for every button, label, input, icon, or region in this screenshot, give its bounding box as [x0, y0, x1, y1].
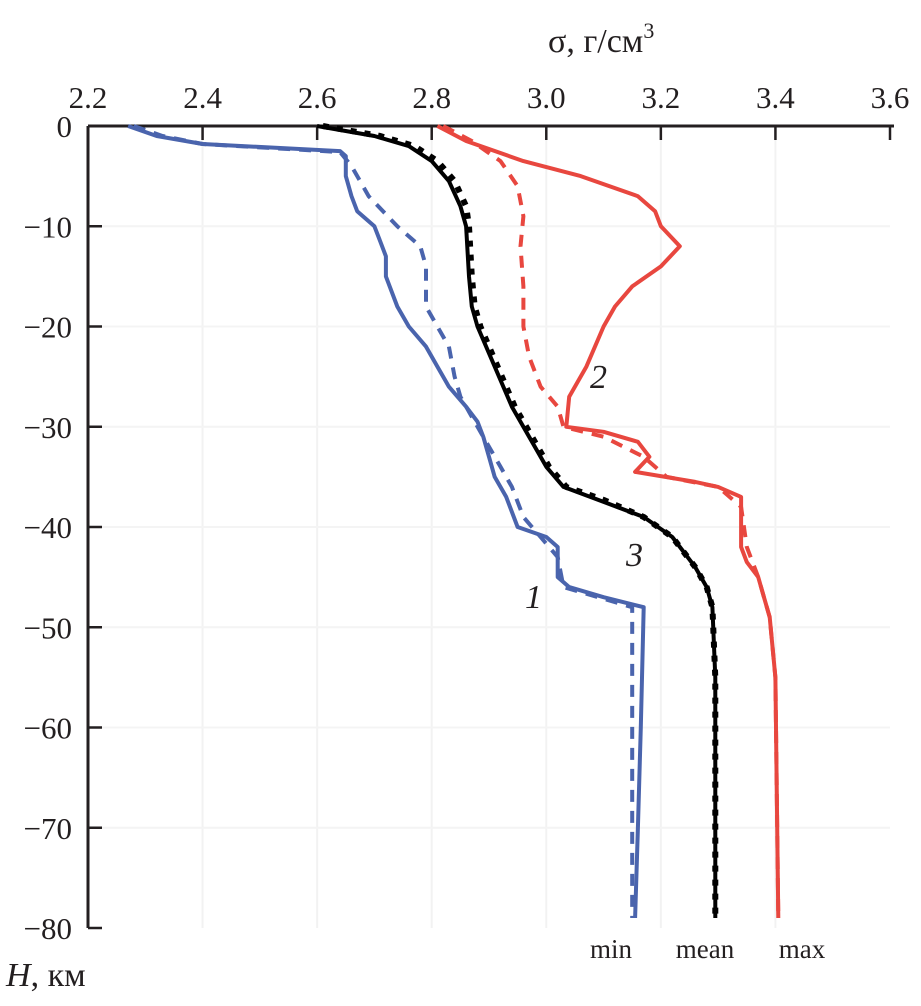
bottom-label-mean: mean — [676, 934, 735, 964]
y-tick-label: 0 — [57, 109, 73, 144]
y-tick-label: −20 — [24, 310, 72, 345]
x-tick-label: 3.4 — [756, 80, 795, 115]
curve-label-2: 2 — [590, 359, 607, 396]
bottom-label-min: min — [590, 934, 633, 964]
series-max-dashed — [442, 124, 781, 919]
axes: 2.2 2.4 2.6 2.8 3.0 3.2 3.4 3.6 0 −10 −20 −30 −40 −50… — [24, 80, 910, 946]
curve-label-1: 1 — [525, 579, 542, 616]
labels-layer: σ, г/см3 H, км 1 2 3 min mean max — [5, 18, 826, 994]
bottom-label-max: max — [779, 934, 826, 964]
y-tick-label: −80 — [24, 911, 72, 946]
x-tick-label: 3.0 — [527, 80, 566, 115]
curve-label-3: 3 — [625, 537, 643, 574]
y-tick-label: −70 — [24, 811, 72, 846]
x-axis-title: σ, г/см3 — [548, 18, 654, 60]
y-tick-label: −10 — [24, 209, 72, 244]
series-min-solid — [127, 124, 646, 919]
y-tick-label: −30 — [24, 410, 72, 445]
series-max-solid — [436, 124, 781, 919]
x-tick-label: 2.2 — [69, 80, 108, 115]
y-axis-title: H, км — [5, 957, 86, 994]
series-layer — [127, 123, 781, 919]
x-tick-label: 2.4 — [183, 80, 222, 115]
x-tick-label: 3.6 — [871, 80, 910, 115]
y-tick-label: −60 — [24, 711, 72, 746]
series-min-dashed — [133, 124, 635, 918]
x-tick-label: 3.2 — [641, 80, 680, 115]
grid — [88, 126, 890, 928]
x-tick-label: 2.6 — [298, 80, 337, 115]
y-tick-label: −50 — [24, 610, 72, 645]
x-tick-label: 2.8 — [412, 80, 451, 115]
y-tick-label: −40 — [24, 510, 72, 545]
